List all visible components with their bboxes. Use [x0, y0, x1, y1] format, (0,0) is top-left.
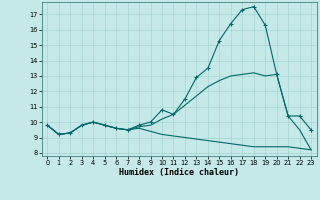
- X-axis label: Humidex (Indice chaleur): Humidex (Indice chaleur): [119, 168, 239, 177]
